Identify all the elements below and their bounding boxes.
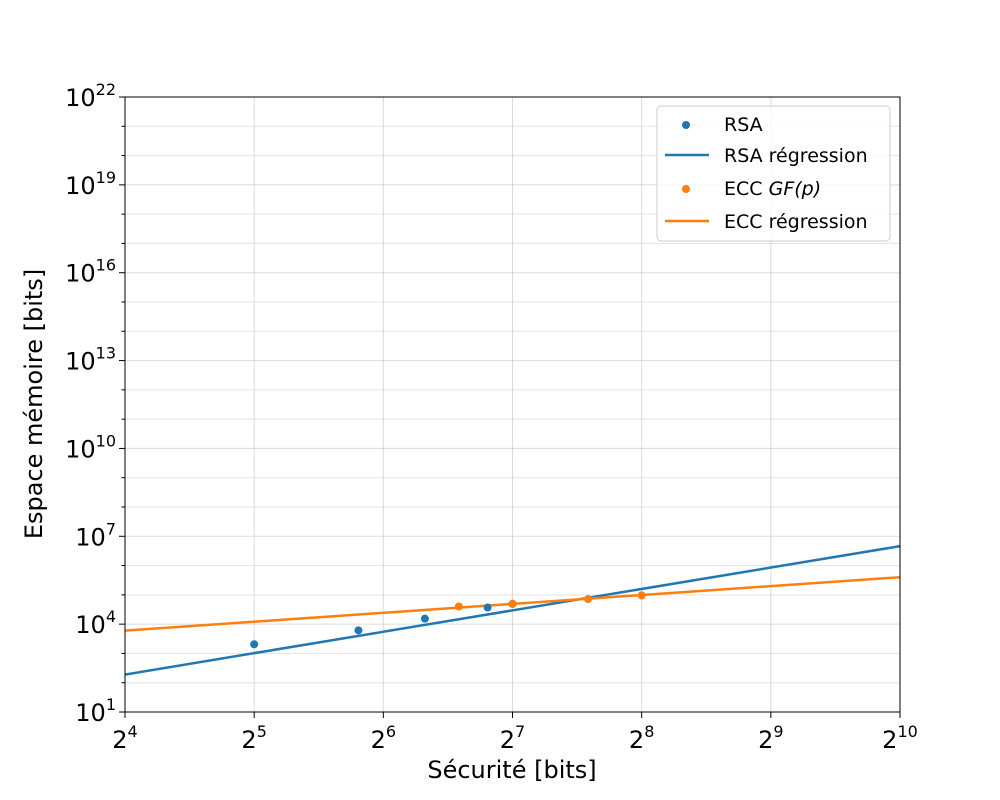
- y-tick-label: 1019: [65, 168, 116, 200]
- x-tick-base: 2: [371, 726, 386, 754]
- data-point: [250, 640, 259, 649]
- x-tick-exponent: 4: [128, 722, 138, 741]
- y-tick-label: 104: [75, 607, 116, 639]
- legend-label-ecc-field: GF(p): [769, 178, 822, 200]
- legend-marker-rsa: [682, 121, 690, 129]
- regression-line: [124, 544, 901, 676]
- y-tick-label: 101: [75, 695, 116, 727]
- legend-label-rsa: RSA: [724, 114, 763, 136]
- y-tick-base: 10: [65, 435, 96, 463]
- y-tick-label: 1013: [65, 344, 116, 376]
- y-tick-label: 1022: [65, 80, 116, 112]
- legend-label-rsa-regression: RSA régression: [724, 145, 868, 167]
- x-tick-base: 2: [500, 726, 515, 754]
- y-tick-exponent: 4: [106, 607, 116, 626]
- legend: RSA RSA régression ECC GF(p) ECC régress…: [656, 105, 891, 242]
- y-tick-base: 10: [65, 84, 96, 112]
- data-point: [354, 626, 363, 635]
- y-tick-exponent: 13: [96, 344, 116, 363]
- x-tick-label: 29: [758, 722, 783, 754]
- data-point: [483, 603, 492, 612]
- y-tick-exponent: 19: [96, 168, 116, 187]
- x-tick-label: 26: [371, 722, 396, 754]
- x-tick-label: 27: [500, 722, 525, 754]
- legend-box: [656, 105, 891, 242]
- x-tick-label: 210: [882, 722, 918, 754]
- y-tick-exponent: 16: [96, 256, 116, 275]
- x-tick-exponent: 6: [386, 722, 396, 741]
- y-tick-base: 10: [75, 523, 106, 551]
- y-tick-base: 10: [65, 172, 96, 200]
- x-tick-base: 2: [882, 726, 897, 754]
- legend-label-ecc-regression: ECC régression: [724, 211, 868, 233]
- plot-area: [124, 544, 901, 676]
- x-tick-exponent: 7: [515, 722, 525, 741]
- x-axis-label: Sécurité [bits]: [427, 756, 596, 784]
- y-tick-label: 1016: [65, 256, 116, 288]
- y-tick-exponent: 22: [96, 80, 116, 99]
- legend-label-ecc: ECC GF(p): [724, 178, 821, 200]
- data-point: [637, 591, 646, 600]
- y-tick-label: 107: [75, 519, 116, 551]
- x-tick-exponent: 10: [897, 722, 917, 741]
- x-tick-base: 2: [629, 726, 644, 754]
- y-axis-label: Espace mémoire [bits]: [20, 269, 48, 539]
- legend-label-ecc-prefix: ECC: [724, 178, 763, 200]
- ticks: 24 25 26 27 28 29 2101011041071010101310161019…: [65, 80, 918, 754]
- x-tick-base: 2: [758, 726, 773, 754]
- x-tick-base: 2: [112, 726, 127, 754]
- x-tick-label: 24: [112, 722, 137, 754]
- data-point: [454, 602, 463, 611]
- data-point: [508, 599, 517, 608]
- legend-marker-ecc: [682, 185, 690, 193]
- data-point: [420, 614, 429, 623]
- y-tick-base: 10: [65, 348, 96, 376]
- x-tick-exponent: 8: [644, 722, 654, 741]
- y-tick-base: 10: [75, 699, 106, 727]
- y-tick-base: 10: [65, 260, 96, 288]
- y-tick-exponent: 1: [106, 695, 116, 714]
- y-tick-base: 10: [75, 611, 106, 639]
- y-tick-exponent: 7: [106, 519, 116, 538]
- x-tick-label: 25: [241, 722, 266, 754]
- x-tick-exponent: 5: [257, 722, 267, 741]
- x-tick-base: 2: [241, 726, 256, 754]
- x-tick-label: 28: [629, 722, 654, 754]
- y-tick-label: 1010: [65, 431, 116, 463]
- x-tick-exponent: 9: [773, 722, 783, 741]
- data-point: [584, 595, 593, 604]
- y-tick-exponent: 10: [96, 431, 116, 450]
